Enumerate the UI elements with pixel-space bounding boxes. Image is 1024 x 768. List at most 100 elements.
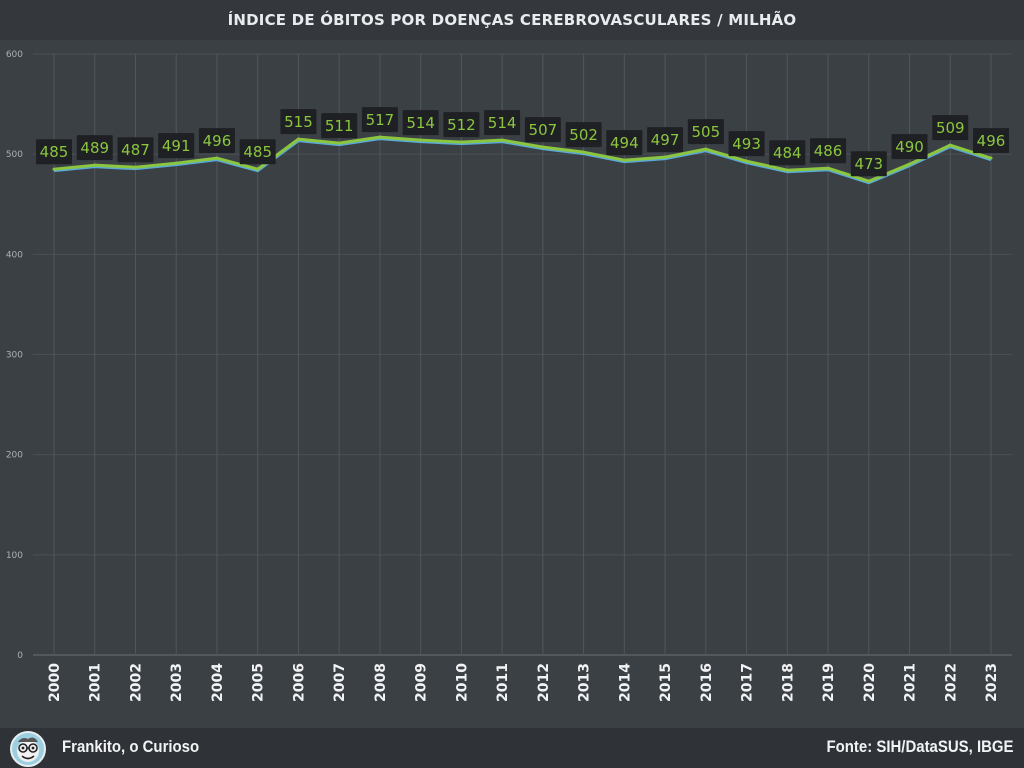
frankito-avatar-icon (10, 731, 46, 767)
data-label: 507 (529, 121, 558, 139)
data-label: 486 (814, 142, 843, 160)
x-tick-label: 2019 (821, 663, 837, 702)
data-point (378, 135, 382, 139)
data-point (745, 159, 749, 163)
x-tick-label: 2011 (495, 663, 511, 702)
data-label-box (36, 139, 72, 165)
brand-name: Frankito, o Curioso (62, 737, 200, 756)
data-label-box (280, 109, 317, 135)
data-label: 515 (284, 113, 313, 131)
data-label-box (484, 110, 521, 136)
x-tick-label: 2014 (617, 663, 633, 702)
data-point (133, 165, 137, 169)
data-label-box (158, 133, 195, 159)
x-tick-label: 2018 (780, 663, 796, 702)
x-tick-label: 2021 (903, 663, 919, 702)
x-tick-label: 2016 (699, 663, 715, 702)
x-tick-label: 2020 (862, 663, 878, 702)
x-tick-label: 2004 (210, 663, 226, 702)
data-label-box (321, 113, 358, 139)
data-label: 494 (610, 134, 639, 152)
data-point (541, 145, 545, 149)
data-point (174, 161, 178, 165)
data-label: 511 (325, 117, 354, 135)
data-label: 491 (162, 137, 191, 155)
x-tick-label: 2013 (577, 663, 593, 702)
data-label-box (647, 127, 684, 153)
data-label: 496 (203, 132, 232, 150)
data-label: 493 (732, 135, 761, 153)
data-label-box (850, 151, 887, 177)
data-label: 512 (447, 116, 476, 134)
data-point (704, 147, 708, 151)
x-tick-label: 2007 (332, 663, 348, 702)
data-point (908, 162, 912, 166)
chart-title-bar: ÍNDICE DE ÓBITOS POR DOENÇAS CEREBROVASC… (0, 0, 1024, 40)
x-tick-label: 2001 (88, 663, 104, 702)
x-tick-label: 2023 (984, 663, 1000, 702)
series-line (53, 135, 992, 183)
data-point (296, 137, 300, 141)
data-point (93, 163, 97, 167)
data-label-box (810, 138, 847, 164)
data-point (867, 179, 871, 183)
data-label-box (687, 119, 724, 145)
data-point (663, 155, 667, 159)
data-label: 496 (977, 132, 1006, 150)
data-point (989, 156, 993, 160)
x-tick-label: 2000 (47, 663, 63, 702)
data-label-box (402, 110, 439, 136)
line-chart: 0 100 200 300 400 500 600 2000 2001 2002 2003 2004 2… (6, 50, 1012, 702)
x-tick-label: 2008 (373, 663, 389, 702)
data-label: 473 (854, 155, 883, 173)
data-point (256, 167, 260, 171)
source-note: Fonte: SIH/DataSUS, IBGE (826, 737, 1014, 756)
data-label: 514 (406, 114, 435, 132)
y-tick-label: 200 (6, 451, 23, 461)
data-point (785, 168, 789, 172)
y-tick-label: 300 (6, 351, 23, 361)
data-point (948, 143, 952, 147)
data-label-box (728, 131, 765, 157)
data-label: 502 (569, 126, 598, 144)
data-label-box (443, 112, 480, 138)
data-label: 505 (692, 123, 721, 141)
y-tick-label: 0 (17, 651, 23, 661)
data-label: 485 (243, 143, 272, 161)
data-label-box (932, 115, 969, 141)
data-point (500, 138, 504, 142)
x-tick-label: 2002 (128, 663, 144, 702)
x-tick-label: 2015 (658, 663, 674, 702)
data-label-box (239, 139, 276, 165)
data-label-box (565, 122, 602, 148)
x-tick-label: 2006 (291, 663, 307, 702)
data-label-box (891, 134, 928, 160)
data-label: 517 (366, 111, 395, 129)
data-point (622, 158, 626, 162)
data-point (826, 166, 830, 170)
x-tick-label: 2022 (943, 663, 959, 702)
y-tick-label: 600 (6, 50, 23, 60)
x-tick-label: 2009 (414, 663, 430, 702)
data-label-box (361, 107, 398, 133)
data-label-box (769, 140, 806, 166)
data-label: 514 (488, 114, 517, 132)
data-label-box (606, 130, 643, 156)
data-point (459, 140, 463, 144)
data-point (419, 138, 423, 142)
chart-title: ÍNDICE DE ÓBITOS POR DOENÇAS CEREBROVASC… (227, 11, 797, 29)
data-label: 489 (80, 139, 109, 157)
footer: Frankito, o Curioso Fonte: SIH/DataSUS, … (0, 728, 1024, 768)
data-label: 509 (936, 119, 965, 137)
data-label: 485 (40, 143, 69, 161)
data-label: 497 (651, 131, 680, 149)
data-label-box (198, 128, 235, 154)
data-label: 484 (773, 144, 802, 162)
data-label-box (524, 117, 561, 143)
x-tick-label: 2017 (740, 663, 756, 702)
data-point (337, 141, 341, 145)
x-tick-label: 2012 (536, 663, 552, 702)
y-tick-label: 500 (6, 150, 23, 160)
data-label-box (117, 137, 154, 163)
x-tick-label: 2010 (454, 663, 470, 702)
